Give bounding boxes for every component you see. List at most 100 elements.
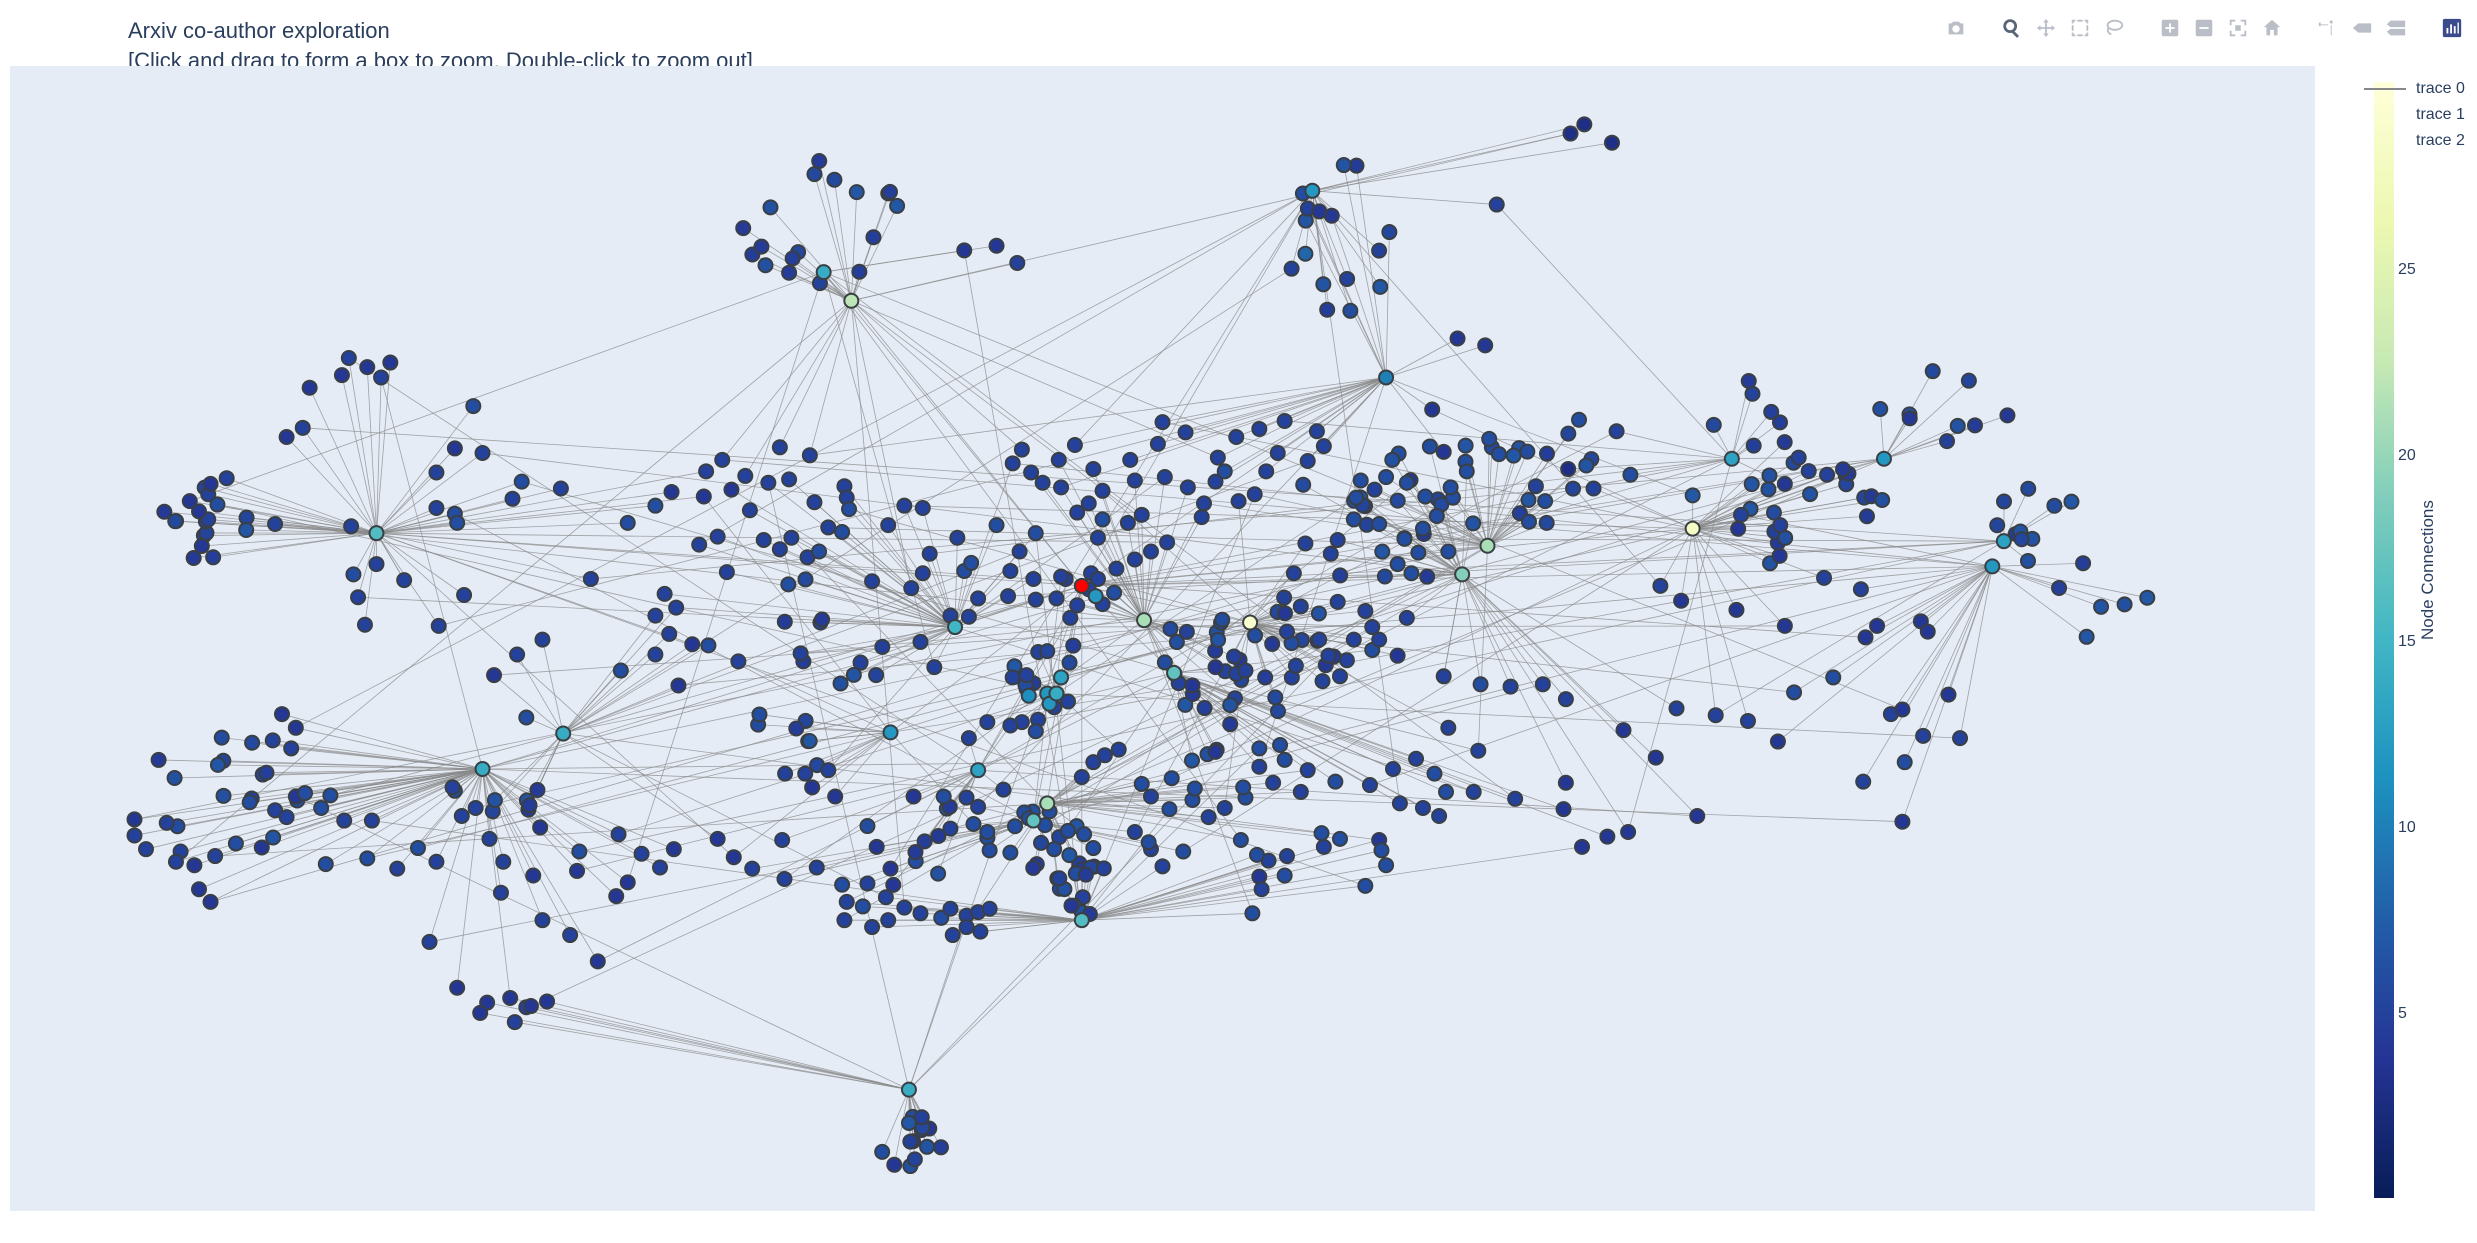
node-marker [1053,669,1070,686]
node-marker [396,572,413,589]
edge [1692,528,1749,722]
node-marker [1608,423,1625,440]
node-marker [988,237,1005,254]
node-marker [885,876,902,893]
edge [1060,377,1387,488]
node-marker [1184,677,1201,694]
autoscale-icon[interactable] [2221,14,2255,42]
edge [217,764,483,770]
node-marker [1426,765,1443,782]
node-marker [539,993,556,1010]
legend-item-trace-1[interactable]: trace 1 [2364,102,2465,128]
node-marker [1652,577,1669,594]
edge [1385,344,1486,378]
node-marker [1519,443,1536,460]
spike-lines-icon[interactable] [2311,14,2345,42]
edge [744,300,852,477]
node-marker [691,536,708,553]
node-marker [1760,481,1777,498]
camera-icon[interactable] [1939,14,1973,42]
node-marker [1235,779,1252,796]
node-marker [1786,684,1803,701]
edge [1461,574,1698,817]
reset-axes-icon[interactable] [2255,14,2289,42]
node-marker [610,826,627,843]
node-marker [757,257,774,274]
node-marker [1094,511,1111,528]
modebar [1917,14,2469,42]
node-marker [1763,403,1780,420]
plot-area[interactable] [10,66,2315,1211]
plotly-logo-icon[interactable] [2435,14,2469,42]
edge [1203,502,1488,547]
node-marker [1025,859,1042,876]
edge [1042,482,1145,621]
node-marker [1389,556,1406,573]
edge [1385,377,1693,496]
node-marker [1538,514,1555,531]
node-marker [1435,668,1452,685]
zoom-icon[interactable] [1995,14,2029,42]
edge [1056,645,1074,694]
edge [977,725,1011,771]
node-marker [902,1133,919,1150]
edge [563,733,887,898]
edge [1143,542,1168,621]
node-marker [1417,488,1434,505]
node-marker [1228,428,1245,445]
node-marker [815,264,832,281]
colorbar-title: Node Connections [2418,500,2437,640]
node-marker [453,807,470,824]
legend-item-trace-2[interactable]: trace 2 [2364,128,2465,154]
node-marker [1002,717,1019,734]
lasso-icon[interactable] [2097,14,2131,42]
zoom-in-icon[interactable] [2153,14,2187,42]
zoom-out-icon[interactable] [2187,14,2221,42]
node-marker [1424,401,1441,418]
node-marker [1408,750,1425,767]
hover-compare-icon[interactable] [2379,14,2413,42]
edge [800,619,1145,654]
edge [860,626,956,663]
edge [562,268,1292,734]
node-marker [1458,463,1475,480]
node-marker [202,475,219,492]
box-select-icon[interactable] [2063,14,2097,42]
node-marker [1000,588,1017,605]
node-marker [926,659,943,676]
node-marker [1287,657,1304,674]
pan-icon[interactable] [2029,14,2063,42]
node-marker [1765,504,1782,521]
legend-swatch [2364,140,2406,142]
edge [482,768,541,828]
edge [1992,565,2102,608]
edge [788,584,956,628]
node-marker [914,565,931,582]
node-marker [359,359,376,376]
edge [872,919,1082,928]
node-marker [619,514,636,531]
hover-closest-icon[interactable] [2345,14,2379,42]
node-marker [1011,543,1028,560]
node-marker [126,811,143,828]
node-marker [1438,783,1455,800]
edge [851,300,1023,450]
node-marker [877,889,894,906]
node-marker [1039,643,1056,660]
edge [376,522,628,534]
edge [823,271,935,668]
edge [223,768,483,797]
node-marker [1251,758,1268,775]
node-marker [1940,686,1957,703]
edge [562,733,718,840]
edge [348,357,377,534]
node-marker [1603,134,1620,151]
node-marker [150,751,167,768]
node-marker [838,893,855,910]
edge [782,769,979,841]
edge [871,580,956,628]
node-marker [373,369,390,386]
node-marker [1615,722,1632,739]
legend-item-trace-0[interactable]: trace 0 [2364,76,2465,102]
